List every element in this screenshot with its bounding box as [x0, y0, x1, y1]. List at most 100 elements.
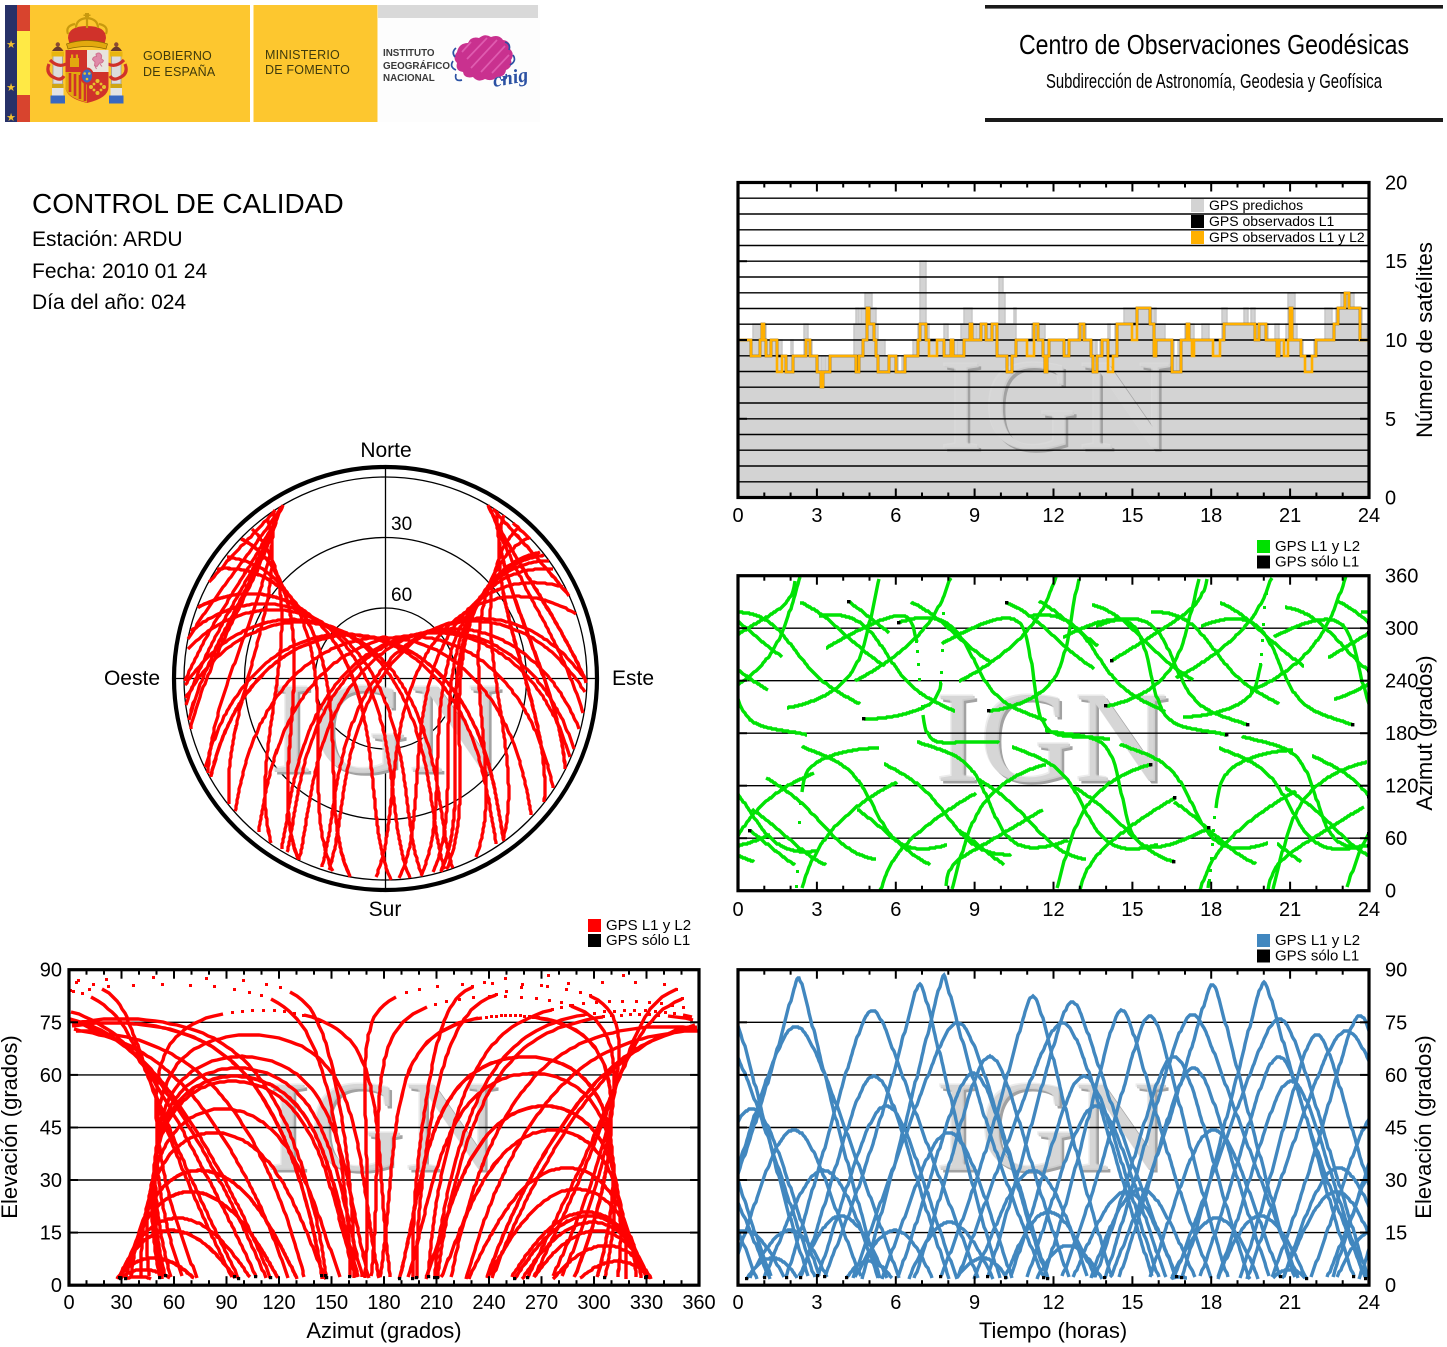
svg-text:12: 12 [1042, 899, 1064, 921]
svg-text:150: 150 [315, 1292, 348, 1314]
svg-text:GEOGRÁFICO: GEOGRÁFICO [383, 60, 450, 72]
svg-text:GPS L1 y L2: GPS L1 y L2 [1275, 538, 1360, 555]
svg-text:Subdirección de Astronomía, Ge: Subdirección de Astronomía, Geodesia y G… [1046, 71, 1383, 93]
svg-text:15: 15 [1121, 1292, 1143, 1314]
svg-text:210: 210 [420, 1292, 453, 1314]
svg-text:0: 0 [51, 1275, 62, 1297]
svg-text:21: 21 [1279, 505, 1301, 527]
svg-text:90: 90 [1385, 960, 1407, 982]
svg-text:★: ★ [6, 39, 16, 51]
svg-text:270: 270 [525, 1292, 558, 1314]
svg-text:360: 360 [1385, 566, 1418, 588]
svg-text:15: 15 [1385, 251, 1407, 273]
svg-text:GOBIERNO: GOBIERNO [143, 49, 212, 63]
svg-text:6: 6 [890, 899, 901, 921]
svg-text:18: 18 [1200, 505, 1222, 527]
svg-text:0: 0 [1385, 1275, 1396, 1297]
svg-text:10: 10 [1385, 330, 1407, 352]
svg-text:0: 0 [63, 1292, 74, 1314]
svg-text:IGN: IGN [268, 656, 502, 800]
svg-text:Oeste: Oeste [104, 667, 160, 690]
svg-text:180: 180 [367, 1292, 400, 1314]
svg-text:45: 45 [40, 1118, 62, 1140]
svg-text:20: 20 [1385, 173, 1407, 195]
svg-text:18: 18 [1200, 1292, 1222, 1314]
svg-text:9: 9 [969, 1292, 980, 1314]
svg-text:15: 15 [40, 1223, 62, 1245]
svg-text:0: 0 [732, 505, 743, 527]
svg-text:★: ★ [6, 82, 16, 94]
svg-text:180: 180 [1385, 723, 1418, 745]
svg-text:300: 300 [577, 1292, 610, 1314]
svg-text:360: 360 [682, 1292, 715, 1314]
svg-text:30: 30 [40, 1170, 62, 1192]
svg-text:Estación: ARDU: Estación: ARDU [32, 228, 183, 251]
svg-text:0: 0 [1385, 881, 1396, 903]
svg-text:240: 240 [1385, 671, 1418, 693]
svg-text:21: 21 [1279, 1292, 1301, 1314]
svg-text:21: 21 [1279, 899, 1301, 921]
svg-text:30: 30 [110, 1292, 132, 1314]
svg-text:Este: Este [612, 667, 654, 690]
svg-text:24: 24 [1358, 1292, 1380, 1314]
svg-text:30: 30 [1385, 1170, 1407, 1192]
svg-text:75: 75 [1385, 1012, 1407, 1034]
svg-text:Número de satélites: Número de satélites [1412, 242, 1437, 438]
svg-text:60: 60 [1385, 828, 1407, 850]
svg-text:12: 12 [1042, 505, 1064, 527]
svg-text:GPS predichos: GPS predichos [1209, 197, 1303, 213]
svg-text:GPS observados L1: GPS observados L1 [1209, 213, 1335, 229]
svg-text:Azimut (grados): Azimut (grados) [1412, 655, 1437, 810]
svg-text:INSTITUTO: INSTITUTO [383, 48, 435, 59]
svg-text:Sur: Sur [369, 898, 402, 921]
svg-text:IGN: IGN [934, 665, 1168, 809]
svg-text:Elevación (grados): Elevación (grados) [0, 1035, 22, 1218]
svg-text:MINISTERIO: MINISTERIO [265, 48, 340, 62]
svg-text:DE FOMENTO: DE FOMENTO [265, 63, 350, 77]
svg-text:90: 90 [215, 1292, 237, 1314]
svg-text:12: 12 [1042, 1292, 1064, 1314]
svg-text:24: 24 [1358, 899, 1380, 921]
svg-text:Azimut (grados): Azimut (grados) [306, 1318, 461, 1343]
svg-text:300: 300 [1385, 618, 1418, 640]
svg-text:9: 9 [969, 505, 980, 527]
svg-text:15: 15 [1121, 505, 1143, 527]
svg-text:Fecha: 2010 01 24: Fecha: 2010 01 24 [32, 260, 207, 283]
svg-text:24: 24 [1358, 505, 1380, 527]
svg-text:9: 9 [969, 899, 980, 921]
svg-text:5: 5 [1385, 409, 1396, 431]
svg-text:18: 18 [1200, 899, 1222, 921]
svg-text:IGN: IGN [272, 660, 506, 804]
svg-text:NACIONAL: NACIONAL [383, 73, 435, 84]
svg-text:GPS sólo L1: GPS sólo L1 [1275, 554, 1359, 571]
svg-text:60: 60 [1385, 1065, 1407, 1087]
svg-text:75: 75 [40, 1012, 62, 1034]
svg-text:240: 240 [472, 1292, 505, 1314]
svg-text:IGN: IGN [938, 333, 1172, 477]
svg-text:IGN: IGN [942, 337, 1176, 481]
svg-text:6: 6 [890, 505, 901, 527]
svg-text:GPS sólo L1: GPS sólo L1 [1275, 948, 1359, 965]
svg-text:Día del año: 024: Día del año: 024 [32, 291, 186, 314]
svg-text:Centro de Observaciones Geodés: Centro de Observaciones Geodésicas [1019, 29, 1409, 60]
svg-text:CONTROL DE CALIDAD: CONTROL DE CALIDAD [32, 188, 344, 219]
svg-text:90: 90 [40, 960, 62, 982]
svg-text:60: 60 [163, 1292, 185, 1314]
svg-text:Norte: Norte [360, 439, 411, 462]
svg-text:GPS observados L1 y L2: GPS observados L1 y L2 [1209, 229, 1365, 245]
svg-text:3: 3 [811, 1292, 822, 1314]
svg-text:GPS L1 y L2: GPS L1 y L2 [606, 917, 691, 934]
svg-text:★: ★ [6, 112, 16, 124]
svg-text:330: 330 [630, 1292, 663, 1314]
svg-text:15: 15 [1385, 1223, 1407, 1245]
svg-text:Elevación (grados): Elevación (grados) [1411, 1035, 1436, 1218]
svg-text:GPS L1 y L2: GPS L1 y L2 [1275, 932, 1360, 949]
svg-text:3: 3 [811, 899, 822, 921]
svg-text:120: 120 [262, 1292, 295, 1314]
svg-text:3: 3 [811, 505, 822, 527]
svg-text:30: 30 [391, 514, 412, 535]
svg-text:DE ESPAÑA: DE ESPAÑA [143, 65, 216, 79]
svg-text:0: 0 [732, 899, 743, 921]
svg-text:0: 0 [732, 1292, 743, 1314]
svg-text:120: 120 [1385, 776, 1418, 798]
